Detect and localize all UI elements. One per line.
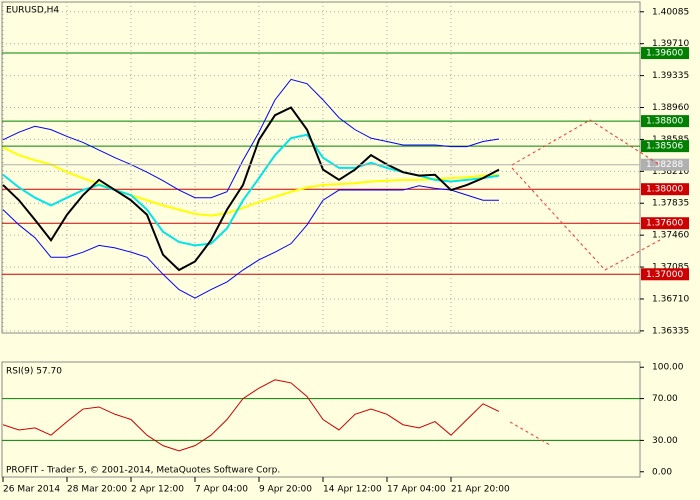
forecast-lower xyxy=(511,167,661,271)
x-tick-label: 28 Mar 20:00 xyxy=(67,485,127,495)
y-tick-label: 1.38210 xyxy=(652,167,689,177)
footer: PROFIT - Trader 5, © 2001-2014, MetaQuot… xyxy=(6,466,280,476)
y-tick-label: 100.00 xyxy=(652,363,684,373)
level-label-bg xyxy=(641,47,689,60)
y-tick-label: 0.00 xyxy=(652,467,672,477)
y-tick-label: 1.36710 xyxy=(652,294,689,304)
series-line xyxy=(2,379,500,452)
forecast-lines xyxy=(509,119,661,446)
series-line xyxy=(2,146,500,217)
y-tick-label: 1.38585 xyxy=(652,135,689,145)
series-line xyxy=(2,78,500,199)
current-price-label: 1.38288 xyxy=(646,160,683,170)
x-tick-label: 26 Mar 2014 xyxy=(3,485,60,495)
forecast-upper xyxy=(511,119,661,166)
x-tick-label: 7 Apr 04:00 xyxy=(195,485,248,495)
y-tick-label: 1.37085 xyxy=(652,263,689,273)
symbol-title: EURUSD,H4 xyxy=(6,6,59,16)
y-tick-label: 1.36335 xyxy=(652,326,689,336)
level-label-bg xyxy=(641,268,689,281)
level-label-bg xyxy=(641,140,689,153)
y-tick-label: 1.37460 xyxy=(652,231,689,241)
y-tick-label: 1.39710 xyxy=(652,39,689,49)
y-tick-label: 1.37835 xyxy=(652,199,689,209)
level-label-bg xyxy=(641,183,689,196)
level-label: 1.38800 xyxy=(646,117,683,127)
y-tick-label: 1.39335 xyxy=(652,71,689,81)
rsi-title: RSI(9) 57.70 xyxy=(6,367,62,377)
x-tick-label: 2 Apr 12:00 xyxy=(131,485,184,495)
rsi-panel xyxy=(1,361,641,478)
x-tick-label: 14 Apr 12:00 xyxy=(323,485,382,495)
y-tick-label: 30.00 xyxy=(652,436,678,446)
level-label-bg xyxy=(641,217,689,230)
price-panel xyxy=(1,1,641,334)
forecast-rsi xyxy=(509,421,551,446)
level-label: 1.38000 xyxy=(646,185,683,195)
y-tick-label: 1.40085 xyxy=(652,7,689,17)
x-tick-label: 9 Apr 20:00 xyxy=(259,485,312,495)
level-label: 1.38506 xyxy=(646,142,683,152)
x-tick-label: 21 Apr 20:00 xyxy=(451,485,510,495)
level-label: 1.37600 xyxy=(646,219,683,229)
x-tick-label: 17 Apr 04:00 xyxy=(387,485,446,495)
level-label: 1.37000 xyxy=(646,270,683,280)
series-line xyxy=(2,185,499,299)
current-price-bg xyxy=(641,158,689,171)
y-tick-label: 70.00 xyxy=(652,394,678,404)
level-label-bg xyxy=(641,115,689,128)
plot-layer: 1.40085 1.39710 1.39335 1.38960 1.38585 1.382… xyxy=(2,2,689,495)
level-label: 1.39600 xyxy=(646,49,683,59)
y-tick-label: 1.38960 xyxy=(652,103,689,113)
series-line xyxy=(2,106,500,272)
